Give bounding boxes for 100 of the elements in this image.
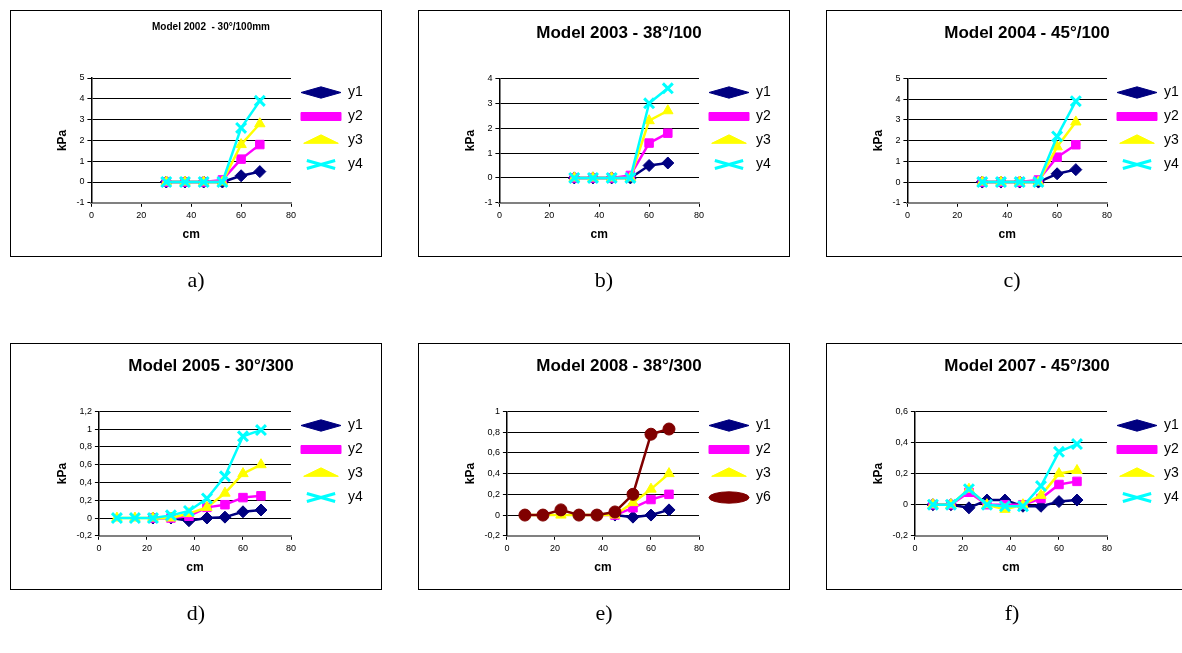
x-tick-label: 60 <box>645 542 656 553</box>
y-tick-label: -0,2 <box>76 530 92 541</box>
text: b) <box>593 267 615 293</box>
legend-label: y1 <box>348 83 363 100</box>
legend-label: y2 <box>756 440 771 457</box>
x-tick-label: 0 <box>96 542 102 553</box>
chart-title: Model 2002 - 30°/100mm <box>152 20 271 32</box>
chart-title: Model 2008 - 38°/300 <box>536 355 702 375</box>
y-tick-label: -0,2 <box>892 530 908 541</box>
x-tick-label: 60 <box>237 542 248 553</box>
legend-label: y1 <box>1164 416 1179 433</box>
y-tick-label: 0,6 <box>895 405 908 416</box>
y-tick-label: 1 <box>79 155 85 166</box>
chart-title: Model 2003 - 38°/100 <box>536 22 702 42</box>
y-tick-label: 0,8 <box>79 441 92 452</box>
x-tick-label: 40 <box>597 542 608 553</box>
legend-label: y4 <box>348 155 363 172</box>
y-tick-label: 0,4 <box>487 468 500 479</box>
legend-label: y3 <box>1164 131 1179 148</box>
legend-label: y3 <box>756 131 771 148</box>
x-tick-label: 20 <box>549 542 560 553</box>
y-tick-label: 4 <box>487 72 493 83</box>
y-tick-label: 1 <box>895 155 901 166</box>
y-axis-title: kPa <box>462 129 477 152</box>
y-tick-label: 5 <box>895 72 901 83</box>
y-tick-label: 0 <box>487 172 493 183</box>
x-axis-title: cm <box>186 560 204 575</box>
legend-label: y2 <box>348 440 363 457</box>
y-tick-label: 0,2 <box>487 488 500 499</box>
legend-label: y3 <box>348 131 363 148</box>
y-tick-label: 0,2 <box>895 468 908 479</box>
y-axis-title: kPa <box>54 462 69 485</box>
y-axis-title: kPa <box>462 462 477 485</box>
legend-label: y3 <box>756 464 771 481</box>
x-tick-label: 80 <box>1101 209 1113 220</box>
y-tick-label: 0 <box>494 509 500 520</box>
legend-label: y4 <box>348 488 363 505</box>
x-tick-label: 60 <box>1052 209 1063 220</box>
x-axis-title: cm <box>998 227 1016 242</box>
x-tick-label: 40 <box>1005 542 1016 553</box>
legend-label: y6 <box>756 488 771 505</box>
x-tick-label: 40 <box>186 209 197 220</box>
y-axis-title: kPa <box>870 129 885 152</box>
y-tick-label: -1 <box>484 197 493 208</box>
legend-label: y4 <box>1164 488 1179 505</box>
x-tick-label: 20 <box>952 209 963 220</box>
y-tick-label: 0,4 <box>895 436 908 447</box>
text: a) <box>186 267 206 293</box>
legend-label: y1 <box>348 416 363 433</box>
x-tick-label: 20 <box>957 542 968 553</box>
y-tick-label: -1 <box>76 197 85 208</box>
x-tick-label: 80 <box>1101 542 1113 553</box>
y-tick-label: 0,2 <box>79 494 92 505</box>
y-tick-label: 0,6 <box>79 459 92 470</box>
x-tick-label: 80 <box>285 209 297 220</box>
legend-label: y4 <box>756 155 771 172</box>
y-tick-label: -1 <box>892 197 901 208</box>
y-tick-label: 4 <box>79 93 85 104</box>
legend-label: y3 <box>348 464 363 481</box>
chart-title: Model 2004 - 45°/100 <box>944 22 1110 42</box>
y-tick-label: 4 <box>895 93 901 104</box>
legend-label: y1 <box>756 416 771 433</box>
text: e) <box>594 600 614 626</box>
y-tick-label: 2 <box>487 122 493 133</box>
y-tick-label: 2 <box>79 134 85 145</box>
y-tick-label: 3 <box>487 97 493 108</box>
y-tick-label: 0 <box>86 512 92 523</box>
x-axis-title: cm <box>182 227 200 242</box>
x-tick-label: 0 <box>912 542 918 553</box>
x-tick-label: 20 <box>544 209 555 220</box>
x-axis-title: cm <box>590 227 608 242</box>
y-tick-label: 3 <box>79 114 85 125</box>
x-tick-label: 40 <box>1002 209 1013 220</box>
y-tick-label: 5 <box>79 72 85 83</box>
y-tick-label: 1 <box>494 405 500 416</box>
x-axis-title: cm <box>594 560 612 575</box>
x-tick-label: 80 <box>285 542 297 553</box>
x-tick-label: 80 <box>693 209 705 220</box>
y-axis-title: kPa <box>870 462 885 485</box>
y-tick-label: 0 <box>895 176 901 187</box>
x-tick-label: 60 <box>1053 542 1064 553</box>
x-tick-label: 80 <box>693 542 705 553</box>
legend-label: y3 <box>1164 464 1179 481</box>
y-tick-label: 0,4 <box>79 476 92 487</box>
x-tick-label: 60 <box>236 209 247 220</box>
y-tick-label: -0,2 <box>484 530 500 541</box>
legend-label: y2 <box>1164 107 1179 124</box>
legend-label: y4 <box>1164 155 1179 172</box>
y-tick-label: 1,2 <box>79 405 92 416</box>
y-tick-label: 2 <box>895 135 901 146</box>
y-tick-label: 1 <box>487 147 493 158</box>
chart-title: Model 2007 - 45°/300 <box>944 355 1110 375</box>
legend-label: y2 <box>348 107 363 124</box>
y-axis-title: kPa <box>54 129 69 152</box>
y-tick-label: 3 <box>895 114 901 125</box>
y-tick-label: 0,6 <box>487 447 500 458</box>
x-tick-label: 20 <box>141 542 152 553</box>
y-tick-label: 0 <box>79 176 85 187</box>
x-tick-label: 0 <box>504 542 510 553</box>
y-tick-label: 0 <box>902 499 908 510</box>
